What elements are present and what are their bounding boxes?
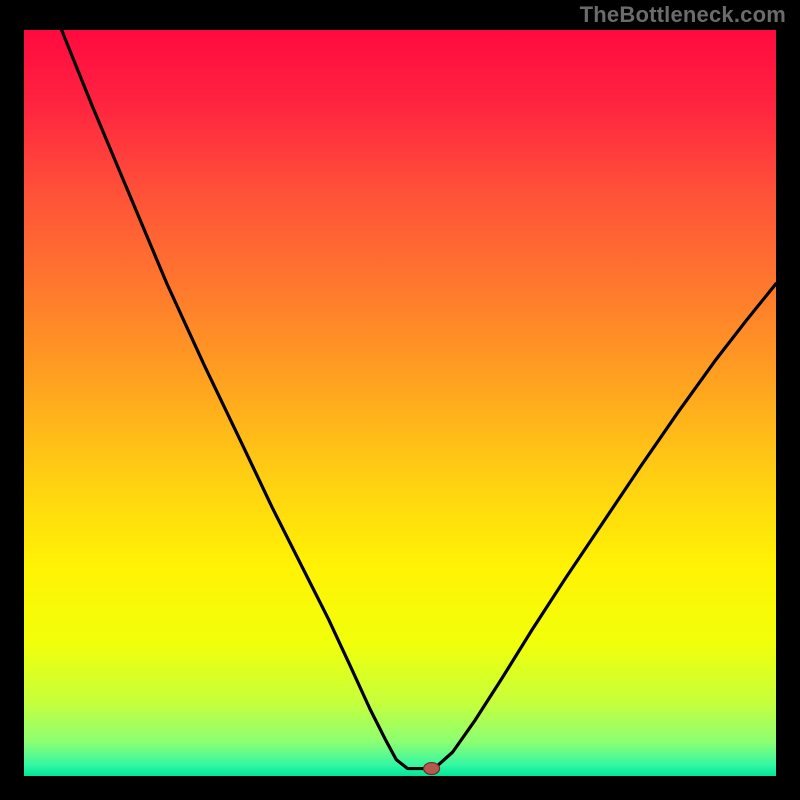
chart-background [24, 30, 776, 776]
outer-frame: TheBottleneck.com [0, 0, 800, 800]
watermark-text: TheBottleneck.com [580, 2, 786, 28]
bottleneck-chart [24, 30, 776, 776]
optimum-marker [424, 763, 440, 775]
